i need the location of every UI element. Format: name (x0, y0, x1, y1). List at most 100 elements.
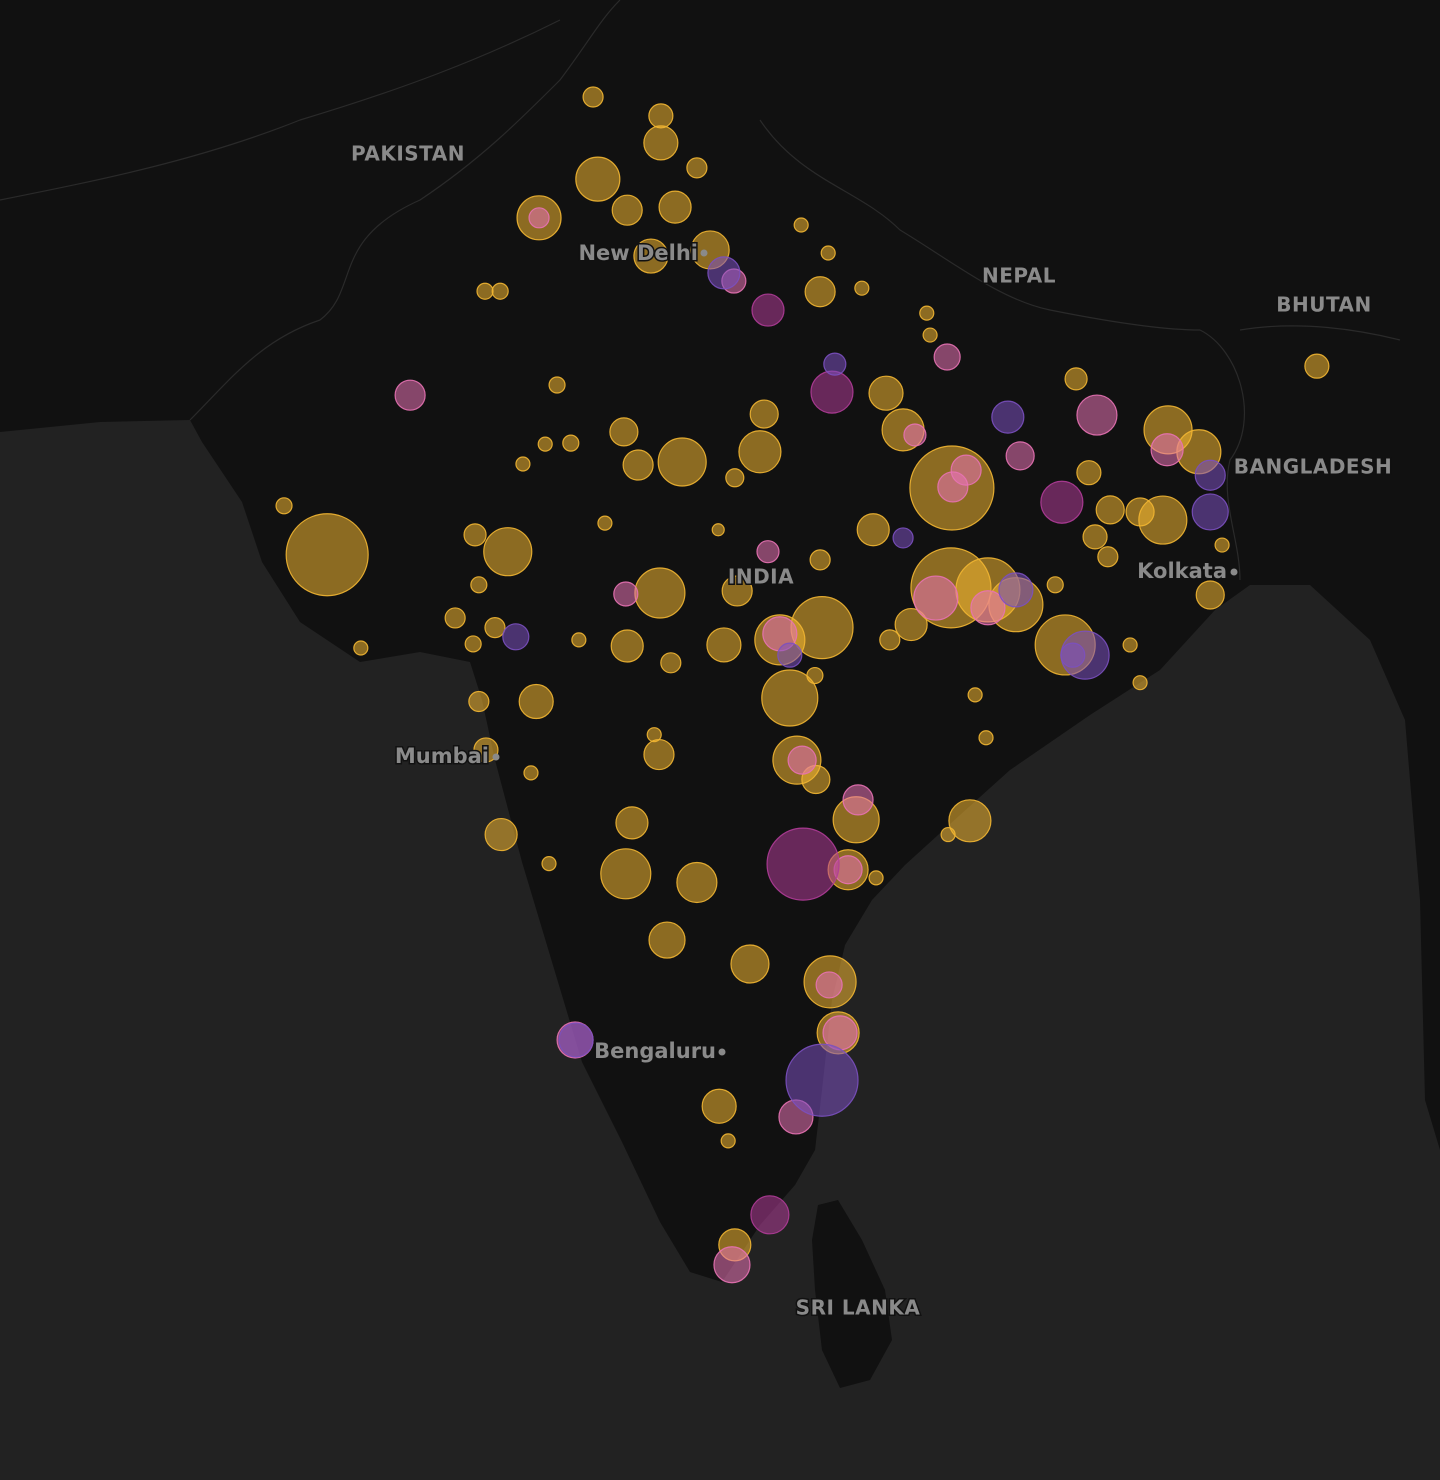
bubble (660, 652, 682, 674)
country-label: SRI LANKA (796, 1296, 921, 1320)
bubble (1194, 459, 1226, 491)
bubble (713, 1246, 751, 1284)
bubble (611, 194, 643, 226)
bubble (749, 399, 779, 429)
bubble (922, 327, 938, 343)
bubble (970, 590, 1006, 626)
bubble (518, 683, 554, 720)
bubble (1150, 433, 1184, 467)
bubble (1122, 637, 1138, 653)
bubble (468, 690, 490, 713)
bubble (353, 640, 369, 656)
bubble (1040, 480, 1084, 524)
bubbles (275, 86, 1330, 1284)
sri-lanka (812, 1200, 892, 1388)
bubble (701, 1088, 737, 1124)
bubble (658, 190, 692, 224)
bubble (275, 497, 293, 515)
bubble (484, 617, 506, 639)
bubble (476, 282, 494, 300)
bubble (1214, 537, 1230, 553)
bubble (575, 156, 621, 202)
bubble (483, 527, 533, 577)
bubble (868, 375, 904, 411)
bubble (804, 276, 836, 308)
bubble (643, 738, 675, 771)
bubble (725, 468, 745, 488)
bubble (940, 826, 956, 843)
bubble (571, 632, 587, 648)
bubble (856, 513, 890, 547)
bubble (484, 817, 518, 852)
bubble (633, 238, 669, 274)
bubble (933, 343, 961, 371)
bubble (815, 971, 843, 999)
bubble (1132, 675, 1148, 691)
bubble (502, 623, 530, 651)
bubble (919, 305, 935, 321)
country-label: PAKISTAN (351, 142, 465, 166)
bubble (937, 471, 969, 503)
bubble (810, 370, 854, 414)
bubble (948, 799, 992, 843)
bubble (613, 581, 639, 607)
bubble (738, 430, 782, 474)
bubble (1125, 497, 1155, 527)
bubble (676, 861, 718, 904)
bubble (464, 635, 482, 653)
bubble (1095, 495, 1125, 525)
bubble (648, 103, 674, 129)
bubble (444, 607, 466, 629)
bubble (523, 765, 539, 781)
bubble (470, 576, 488, 594)
city-dot (718, 1048, 726, 1056)
bubble (751, 293, 785, 327)
bubble (622, 449, 654, 481)
country-label: NEPAL (982, 264, 1056, 288)
bubble (879, 629, 901, 651)
bubble (634, 567, 686, 619)
bubble (766, 827, 840, 901)
bubble (1076, 460, 1102, 486)
bubble (978, 730, 994, 746)
bubble (610, 629, 644, 663)
country-label: BHUTAN (1276, 293, 1372, 317)
bubble (548, 376, 566, 394)
bubble (582, 86, 604, 108)
bubble (657, 437, 707, 487)
bubble (707, 256, 741, 290)
city-dot (1230, 568, 1238, 576)
bubble (686, 157, 708, 179)
bubble (721, 575, 753, 607)
bubble (1191, 493, 1229, 531)
bubble (285, 513, 369, 597)
city-label: Mumbai (395, 744, 489, 768)
bubble (1304, 353, 1330, 379)
bubble (793, 217, 809, 233)
bubble (600, 848, 652, 900)
bubble (892, 527, 914, 549)
bubble (643, 125, 679, 161)
bubble (1064, 367, 1088, 391)
country-label: BANGLADESH (1234, 455, 1393, 479)
country-label: INDIA (728, 565, 794, 589)
bubble (609, 417, 639, 447)
bubble (1076, 394, 1118, 436)
bubble (1082, 524, 1108, 550)
bubble (720, 1133, 736, 1149)
bubble (756, 540, 780, 564)
bubble (711, 523, 725, 537)
bubble (541, 856, 557, 872)
city-label: Bengaluru (594, 1039, 716, 1063)
bubble (894, 607, 928, 642)
bubble (1046, 576, 1064, 594)
bubble (706, 627, 742, 663)
bubble (473, 737, 499, 763)
borders (0, 0, 1401, 581)
bubble (785, 1043, 859, 1117)
bubble (515, 456, 531, 472)
bubble (809, 549, 831, 571)
bubble (1195, 580, 1225, 610)
labels: PAKISTAN New Delhi NEPAL BHUTAN BANGLADE… (350, 140, 1394, 1321)
